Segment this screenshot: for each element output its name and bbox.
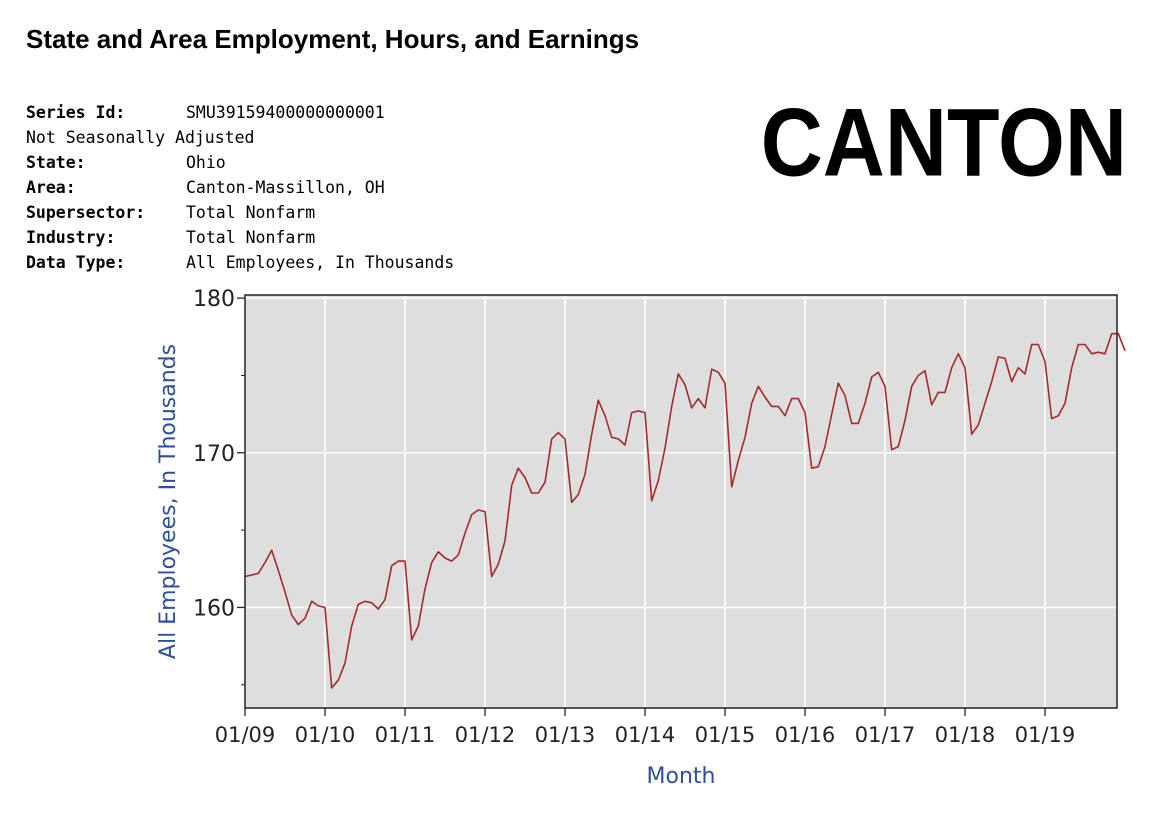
x-tick-label: 01/12 [455, 723, 516, 747]
x-tick-label: 01/11 [375, 723, 436, 747]
x-tick-label: 01/16 [775, 723, 836, 747]
series-id-value: SMU39159400000000001 [186, 103, 385, 122]
series-id-row: Series Id: SMU39159400000000001 [26, 100, 454, 125]
x-tick-label: 01/14 [615, 723, 676, 747]
supersector-value: Total Nonfarm [186, 203, 316, 222]
y-tick-label: 170 [193, 442, 235, 467]
y-axis-title: All Employees, In Thousands [156, 344, 181, 659]
x-axis-title: Month [647, 764, 716, 789]
data-type-label: Data Type: [26, 253, 126, 272]
seasonal-adjustment-value: Not Seasonally Adjusted [26, 128, 255, 147]
industry-label: Industry: [26, 228, 116, 247]
industry-value: Total Nonfarm [186, 228, 316, 247]
series-info: Series Id: SMU39159400000000001 Not Seas… [26, 100, 454, 275]
supersector-label: Supersector: [26, 203, 146, 222]
x-tick-label: 01/17 [855, 723, 916, 747]
area-row: Area: Canton-Massillon, OH [26, 175, 454, 200]
state-label: State: [26, 153, 86, 172]
x-tick-label: 01/13 [535, 723, 596, 747]
series-id-label: Series Id: [26, 103, 126, 122]
seasonal-adjustment-row: Not Seasonally Adjusted [26, 125, 454, 150]
x-tick-label: 01/10 [295, 723, 356, 747]
data-type-row: Data Type: All Employees, In Thousands [26, 250, 454, 275]
plot-area [245, 295, 1117, 708]
state-value: Ohio [186, 153, 226, 172]
series-line [244, 332, 1126, 689]
area-value: Canton-Massillon, OH [186, 178, 385, 197]
city-stamp: CANTON [760, 89, 1127, 197]
x-tick-label: 01/15 [695, 723, 756, 747]
page-title: State and Area Employment, Hours, and Ea… [26, 24, 640, 54]
plot-frame [244, 294, 1118, 709]
y-tick-label: 160 [193, 596, 235, 621]
y-tick-label: 180 [193, 287, 235, 312]
x-tick-label: 01/19 [1015, 723, 1076, 747]
x-tick-label: 01/09 [215, 723, 276, 747]
x-tick-label: 01/18 [935, 723, 996, 747]
industry-row: Industry: Total Nonfarm [26, 225, 454, 250]
area-label: Area: [26, 178, 76, 197]
supersector-row: Supersector: Total Nonfarm [26, 200, 454, 225]
data-type-value: All Employees, In Thousands [186, 253, 455, 272]
state-row: State: Ohio [26, 150, 454, 175]
